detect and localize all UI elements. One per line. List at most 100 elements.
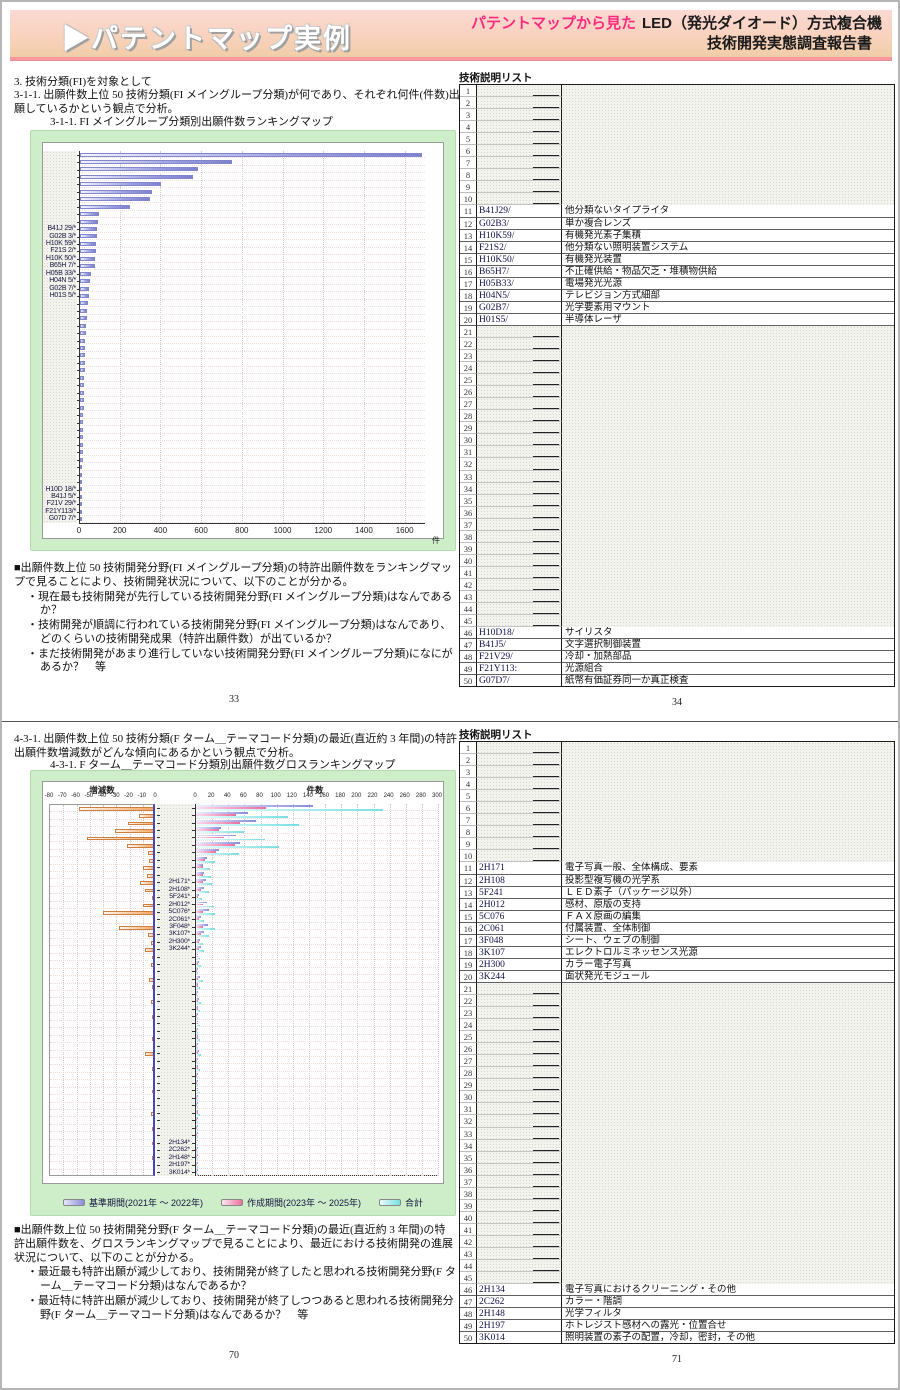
decrease-bar [118, 925, 153, 930]
total-bar [196, 1098, 199, 1101]
row-description [562, 1272, 894, 1285]
decrease-bar [152, 985, 153, 990]
grid-line-horizontal [196, 929, 438, 931]
fi-bar [80, 427, 84, 432]
grid-line-horizontal [79, 514, 425, 516]
table-row: 40 [460, 554, 894, 567]
row-tick-right [192, 1030, 195, 1032]
row-code: 2H134 [477, 1284, 562, 1297]
recent-period-bar [196, 1000, 198, 1003]
table-row: 17 3F048 シート、ウェブの制御 [460, 934, 894, 947]
redacted-dash [533, 1041, 559, 1043]
redacted-dash [533, 1005, 559, 1007]
grid-line-horizontal [50, 1086, 153, 1088]
row-description [562, 1079, 894, 1092]
grid-line-horizontal [50, 878, 153, 880]
grid-line-horizontal [196, 877, 438, 879]
table-row: 27 [460, 1055, 894, 1068]
decrease-bar [152, 896, 153, 900]
row-number: 50 [460, 675, 477, 688]
row-code [477, 754, 562, 767]
row-number: 39 [460, 1199, 477, 1212]
row-description [562, 850, 894, 863]
row-description [562, 1247, 894, 1261]
row-tick-right [192, 822, 195, 824]
row-description [562, 778, 894, 791]
fi-bar [80, 502, 82, 507]
legend-swatch-base-period [62, 1199, 85, 1206]
total-bar [196, 935, 209, 938]
fi-bar [80, 346, 86, 351]
recent-period-bar [196, 933, 201, 936]
row-number: 9 [460, 838, 477, 851]
fi-bar-label: G07D 7/* [48, 515, 76, 523]
total-bar [196, 927, 215, 930]
legend-item-base: 基準期間(2021年 ～ 2022年) [62, 1196, 203, 1209]
grid-line-horizontal [79, 455, 425, 457]
row-description [562, 1043, 894, 1056]
redacted-dash [533, 540, 559, 542]
recent-period-bar [196, 888, 201, 891]
base-period-bar [196, 856, 207, 859]
row-code: 3K014 [477, 1332, 562, 1345]
row-description [562, 826, 894, 839]
grid-line-horizontal [79, 462, 425, 464]
y-tick [77, 377, 79, 379]
row-code [477, 518, 562, 531]
row-code: 2C061 [477, 922, 562, 935]
row-description [562, 1127, 894, 1140]
table-row: 24 [460, 1019, 894, 1032]
fi-bar [80, 182, 162, 187]
row-tick-left [157, 1172, 160, 1174]
redacted-dash [533, 1233, 559, 1235]
decrease-bar [153, 1164, 155, 1168]
table-row: 23 [460, 1007, 894, 1020]
redacted-dash [533, 812, 559, 814]
y-tick [77, 236, 79, 238]
base-period-bar [196, 871, 205, 874]
grid-line-vertical [244, 804, 246, 1176]
row-code: B41J5/ [477, 639, 562, 652]
row-description [562, 434, 894, 447]
row-tick-right [192, 1045, 195, 1047]
redacted-dash [533, 1221, 559, 1223]
row-code [477, 1247, 562, 1261]
fi-bar [80, 472, 83, 477]
recent-period-bar [196, 851, 217, 854]
table-row: 28 [460, 410, 894, 423]
row-tick-left [157, 1157, 160, 1159]
decrease-bar [145, 1052, 153, 1057]
base-period-bar [196, 842, 241, 844]
y-tick [77, 288, 79, 290]
table-row: 19 G02B7/光学要素用マウント [460, 301, 894, 314]
row-tick-right [192, 934, 195, 936]
table-row: 2 [460, 754, 894, 767]
grid-line-horizontal [196, 817, 438, 819]
recent-period-bar [196, 1104, 197, 1107]
grid-line-horizontal [79, 447, 425, 449]
redacted-dash [533, 504, 559, 506]
table-row: 41 [460, 566, 894, 579]
recent-period-bar [196, 910, 203, 913]
row-code [477, 97, 562, 110]
row-tick-left [157, 1075, 160, 1077]
base-period-bar [196, 1139, 198, 1142]
grid-line-horizontal [196, 862, 438, 864]
fi-bar [80, 167, 198, 172]
fi-bar [80, 264, 95, 269]
row-tick-left [157, 807, 160, 809]
row-tick-left [157, 837, 160, 839]
row-description: 冷却・加熱部品 [562, 651, 894, 664]
grid-line-horizontal [196, 989, 438, 990]
grid-line-horizontal [196, 1122, 438, 1124]
header-subtitle: パテントマップから見た LED（発光ダイオード）方式複合機 技術開発実態調査報告書 [471, 14, 882, 55]
recent-period-bar [196, 955, 198, 958]
recent-period-bar [196, 821, 240, 824]
row-number: 43 [460, 1247, 477, 1261]
row-tick-right [192, 1053, 195, 1055]
fi-bar [80, 442, 83, 447]
fi-bar [80, 286, 90, 291]
decrease-bar [153, 1082, 155, 1086]
y-tick [77, 437, 79, 439]
row-number: 26 [460, 386, 477, 399]
